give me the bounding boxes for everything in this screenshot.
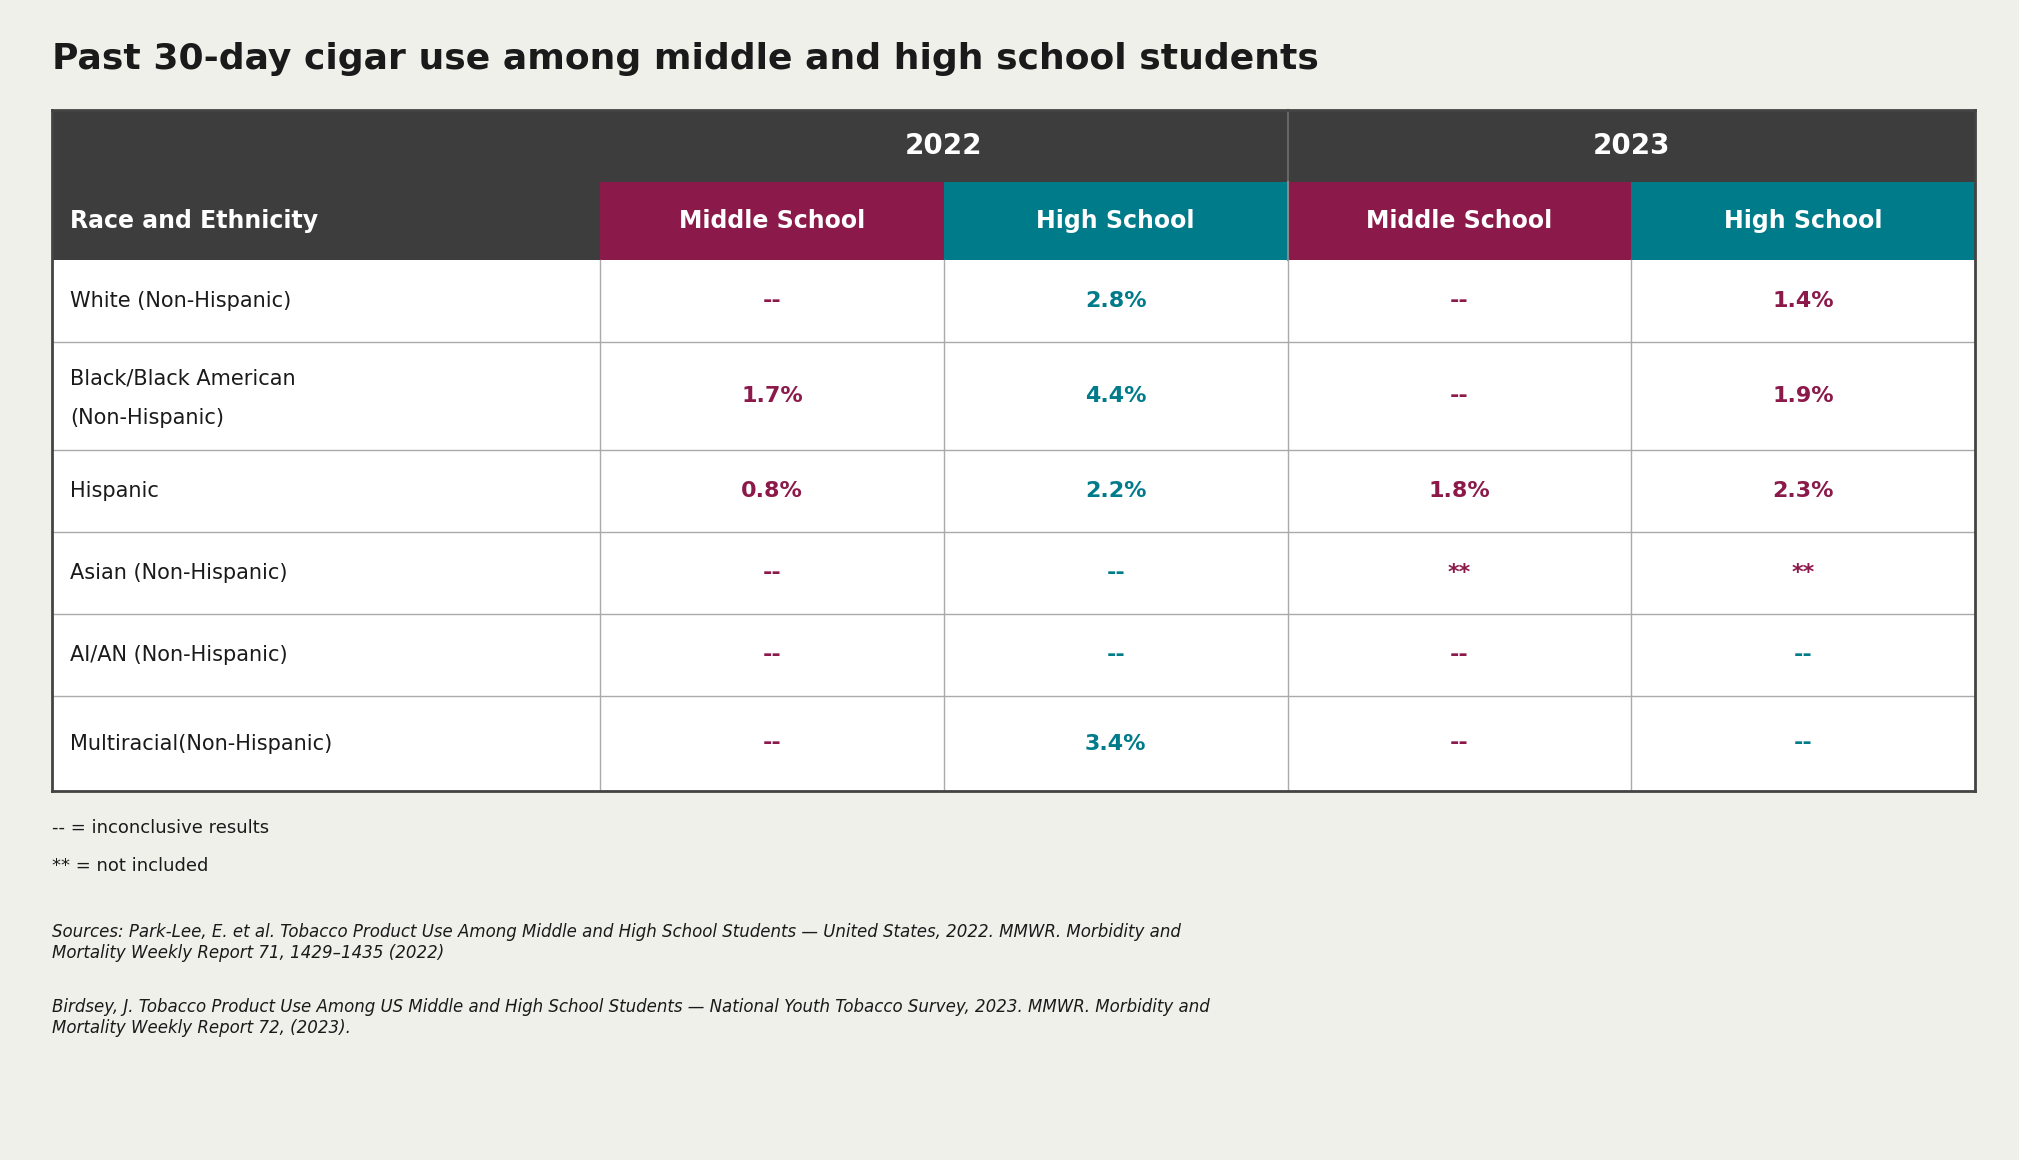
Bar <box>52 182 600 260</box>
Text: 2.3%: 2.3% <box>1773 481 1833 501</box>
Text: **: ** <box>1448 563 1472 583</box>
Text: Past 30-day cigar use among middle and high school students: Past 30-day cigar use among middle and h… <box>52 42 1318 77</box>
Text: 4.4%: 4.4% <box>1084 386 1147 406</box>
Text: --: -- <box>1450 733 1468 754</box>
Bar <box>52 450 1975 532</box>
Text: Middle School: Middle School <box>1367 209 1553 233</box>
Bar <box>52 696 1975 791</box>
Text: --: -- <box>1793 733 1813 754</box>
Text: Asian (Non-Hispanic): Asian (Non-Hispanic) <box>71 563 287 583</box>
Text: --: -- <box>1450 291 1468 311</box>
Text: ** = not included: ** = not included <box>52 857 208 875</box>
Text: Sources: Park-Lee, E. et al. Tobacco Product Use Among Middle and High School St: Sources: Park-Lee, E. et al. Tobacco Pro… <box>52 923 1181 962</box>
Text: 2023: 2023 <box>1593 132 1670 160</box>
Text: 1.9%: 1.9% <box>1773 386 1833 406</box>
Text: 1.8%: 1.8% <box>1429 481 1490 501</box>
Bar <box>52 110 1975 182</box>
Text: --: -- <box>763 645 781 665</box>
Text: 2022: 2022 <box>905 132 983 160</box>
Text: -- = inconclusive results: -- = inconclusive results <box>52 819 269 838</box>
Text: High School: High School <box>1724 209 1882 233</box>
Text: Middle School: Middle School <box>678 209 864 233</box>
Text: --: -- <box>1106 645 1125 665</box>
Text: Race and Ethnicity: Race and Ethnicity <box>71 209 319 233</box>
Text: --: -- <box>1793 645 1813 665</box>
Bar <box>600 182 943 260</box>
Text: **: ** <box>1791 563 1815 583</box>
Text: 1.7%: 1.7% <box>741 386 804 406</box>
Text: Hispanic: Hispanic <box>71 481 160 501</box>
Text: Black/Black American: Black/Black American <box>71 368 295 387</box>
Bar <box>943 182 1288 260</box>
Text: 1.4%: 1.4% <box>1773 291 1833 311</box>
Text: Multiracial(Non-Hispanic): Multiracial(Non-Hispanic) <box>71 733 333 754</box>
Text: Birdsey, J. Tobacco Product Use Among US Middle and High School Students — Natio: Birdsey, J. Tobacco Product Use Among US… <box>52 998 1209 1037</box>
Text: 3.4%: 3.4% <box>1084 733 1147 754</box>
Text: White (Non-Hispanic): White (Non-Hispanic) <box>71 291 291 311</box>
Bar <box>1631 182 1975 260</box>
Bar <box>52 342 1975 450</box>
Text: 0.8%: 0.8% <box>741 481 804 501</box>
Text: --: -- <box>763 563 781 583</box>
Text: --: -- <box>1450 386 1468 406</box>
Bar <box>52 614 1975 696</box>
Text: --: -- <box>1450 645 1468 665</box>
Text: 2.2%: 2.2% <box>1084 481 1147 501</box>
Text: --: -- <box>1106 563 1125 583</box>
Bar <box>1288 182 1631 260</box>
Text: (Non-Hispanic): (Non-Hispanic) <box>71 408 224 428</box>
Text: --: -- <box>763 733 781 754</box>
Text: High School: High School <box>1036 209 1195 233</box>
Text: --: -- <box>763 291 781 311</box>
Bar <box>52 532 1975 614</box>
Bar <box>52 260 1975 342</box>
Text: 2.8%: 2.8% <box>1084 291 1147 311</box>
Text: AI/AN (Non-Hispanic): AI/AN (Non-Hispanic) <box>71 645 287 665</box>
